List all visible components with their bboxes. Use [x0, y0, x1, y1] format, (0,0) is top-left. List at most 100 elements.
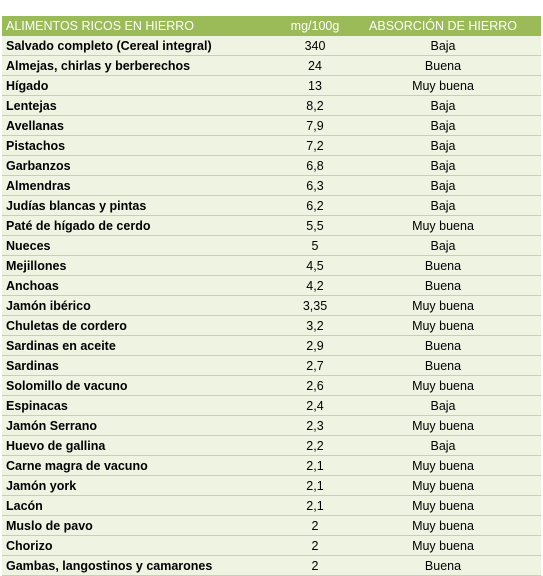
table-cell: Baja	[345, 95, 541, 116]
table-cell: Anchoas	[2, 275, 285, 296]
table-row: Gambas, langostinos y camarones 2 Buena	[2, 555, 541, 576]
table-cell: Baja	[345, 395, 541, 416]
iron-table: ALIMENTOS RICOS EN HIERRO mg/100g ABSORCIÓ…	[2, 16, 541, 576]
table-cell: Pistachos	[2, 135, 285, 156]
table-row: Garbanzos 6,8 Baja	[2, 155, 541, 176]
table-cell: Muy buena	[345, 515, 541, 536]
table-cell: 3,2	[285, 315, 345, 336]
table-row: Hígado 13 Muy buena	[2, 75, 541, 96]
table-cell: 340	[285, 36, 345, 56]
table-cell: Hígado	[2, 75, 285, 96]
table-cell: Muy buena	[345, 315, 541, 336]
table-row: Nueces 5 Baja	[2, 235, 541, 256]
table-cell: Baja	[345, 235, 541, 256]
header-cell: ABSORCIÓN DE HIERRO	[345, 16, 541, 36]
table-cell: Sardinas en aceite	[2, 335, 285, 356]
table-cell: 2,3	[285, 415, 345, 436]
table-cell: Baja	[345, 175, 541, 196]
header-cell: mg/100g	[285, 16, 345, 36]
table-cell: 2,1	[285, 455, 345, 476]
table-row: Almendras 6,3 Baja	[2, 175, 541, 196]
table-row: Jamón york 2,1 Muy buena	[2, 475, 541, 496]
table-cell: Baja	[345, 135, 541, 156]
table-cell: 13	[285, 75, 345, 96]
table-cell: Buena	[345, 55, 541, 76]
table-cell: Buena	[345, 275, 541, 296]
table-cell: Jamón york	[2, 475, 285, 496]
table-row: Solomillo de vacuno 2,6 Muy buena	[2, 375, 541, 396]
table-cell: Buena	[345, 255, 541, 276]
table-cell: Gambas, langostinos y camarones	[2, 555, 285, 576]
table-row: Paté de hígado de cerdo 5,5 Muy buena	[2, 215, 541, 236]
table-cell: Muy buena	[345, 295, 541, 316]
table-cell: 5	[285, 235, 345, 256]
table-cell: 2,6	[285, 375, 345, 396]
table-cell: Jamón ibérico	[2, 295, 285, 316]
table-cell: Almendras	[2, 175, 285, 196]
table-row: Huevo de gallina 2,2 Baja	[2, 435, 541, 456]
table-cell: Almejas, chirlas y berberechos	[2, 55, 285, 76]
table-cell: 24	[285, 55, 345, 76]
table-cell: Muy buena	[345, 215, 541, 236]
table-cell: Muy buena	[345, 495, 541, 516]
table-cell: Baja	[345, 435, 541, 456]
table-row: Salvado completo (Cereal integral) 340 Baj…	[2, 36, 541, 56]
table-cell: Sardinas	[2, 355, 285, 376]
table-row: Sardinas 2,7 Buena	[2, 355, 541, 376]
table-cell: Muy buena	[345, 375, 541, 396]
table-cell: Nueces	[2, 235, 285, 256]
table-cell: Chuletas de cordero	[2, 315, 285, 336]
table-cell: 2,7	[285, 355, 345, 376]
table-cell: Salvado completo (Cereal integral)	[2, 36, 285, 56]
table-row: Chuletas de cordero 3,2 Muy buena	[2, 315, 541, 336]
table-cell: Solomillo de vacuno	[2, 375, 285, 396]
table-wrap: ALIMENTOS RICOS EN HIERRO mg/100g ABSORCIÓ…	[2, 16, 541, 576]
table-row: Mejillones 4,5 Buena	[2, 255, 541, 276]
table-cell: Muy buena	[345, 415, 541, 436]
table-cell: Espinacas	[2, 395, 285, 416]
table-cell: 2	[285, 535, 345, 556]
table-row: Sardinas en aceite 2,9 Buena	[2, 335, 541, 356]
table-cell: 4,5	[285, 255, 345, 276]
table-cell: 2	[285, 515, 345, 536]
table-cell: Paté de hígado de cerdo	[2, 215, 285, 236]
table-row: Carne magra de vacuno 2,1 Muy buena	[2, 455, 541, 476]
table-cell: 6,2	[285, 195, 345, 216]
table-cell: Muy buena	[345, 455, 541, 476]
table-cell: 8,2	[285, 95, 345, 116]
table-cell: 2,1	[285, 495, 345, 516]
table-cell: Huevo de gallina	[2, 435, 285, 456]
table-cell: 4,2	[285, 275, 345, 296]
table-row: Lentejas 8,2 Baja	[2, 95, 541, 116]
table-header: ALIMENTOS RICOS EN HIERRO mg/100g ABSORCIÓ…	[2, 16, 541, 36]
table-cell: Baja	[345, 115, 541, 136]
table-row: Chorizo 2 Muy buena	[2, 535, 541, 556]
table-cell: 6,3	[285, 175, 345, 196]
table-cell: Baja	[345, 155, 541, 176]
table-row: Pistachos 7,2 Baja	[2, 135, 541, 156]
table-cell: Garbanzos	[2, 155, 285, 176]
table-cell: 7,9	[285, 115, 345, 136]
table-cell: 2,9	[285, 335, 345, 356]
table-cell: 2,4	[285, 395, 345, 416]
table-row: Anchoas 4,2 Buena	[2, 275, 541, 296]
table-cell: Buena	[345, 355, 541, 376]
table-cell: Mejillones	[2, 255, 285, 276]
table-cell: 3,35	[285, 295, 345, 316]
table-row: Muslo de pavo 2 Muy buena	[2, 515, 541, 536]
table-cell: 2,2	[285, 435, 345, 456]
table-cell: Carne magra de vacuno	[2, 455, 285, 476]
table-row: Jamón ibérico 3,35 Muy buena	[2, 295, 541, 316]
table-row: Almejas, chirlas y berberechos 24 Buena	[2, 55, 541, 76]
table-cell: Muy buena	[345, 75, 541, 96]
table-cell: Baja	[345, 36, 541, 56]
table-cell: Buena	[345, 335, 541, 356]
table-row: Espinacas 2,4 Baja	[2, 395, 541, 416]
table-cell: 7,2	[285, 135, 345, 156]
table-cell: Judías blancas y pintas	[2, 195, 285, 216]
table-cell: Lentejas	[2, 95, 285, 116]
table-cell: Muy buena	[345, 475, 541, 496]
table-row: Lacón 2,1 Muy buena	[2, 495, 541, 516]
table-cell: Muy buena	[345, 535, 541, 556]
